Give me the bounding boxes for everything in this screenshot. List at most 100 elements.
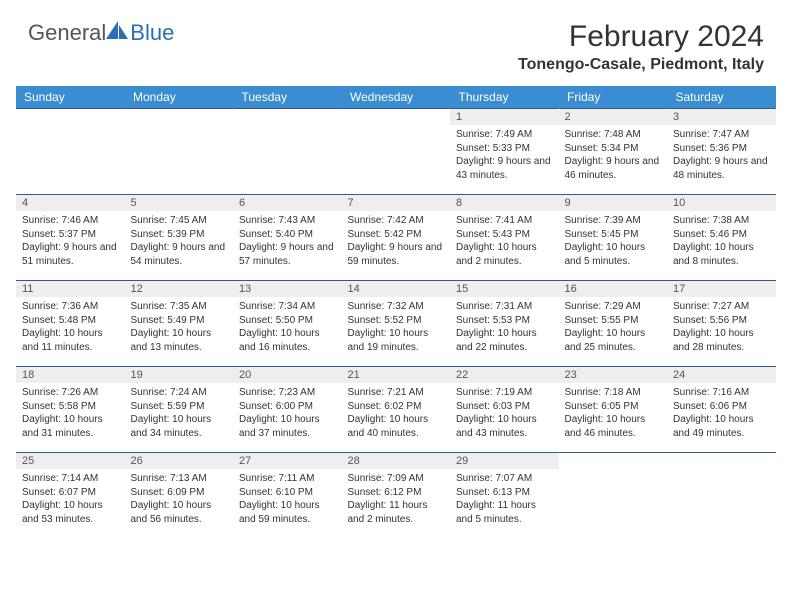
day-details: Sunrise: 7:45 AMSunset: 5:39 PMDaylight:…: [125, 211, 234, 270]
calendar-day-cell: 23Sunrise: 7:18 AMSunset: 6:05 PMDayligh…: [559, 367, 668, 453]
day-number: 6: [233, 195, 342, 211]
day-number: 2: [559, 109, 668, 125]
calendar-day-cell: [667, 453, 776, 539]
calendar-day-cell: [342, 109, 451, 195]
calendar-day-cell: 17Sunrise: 7:27 AMSunset: 5:56 PMDayligh…: [667, 281, 776, 367]
day-details: Sunrise: 7:46 AMSunset: 5:37 PMDaylight:…: [16, 211, 125, 270]
day-details: Sunrise: 7:39 AMSunset: 5:45 PMDaylight:…: [559, 211, 668, 270]
calendar-day-cell: [125, 109, 234, 195]
day-number: 25: [16, 453, 125, 469]
day-number: 20: [233, 367, 342, 383]
brand-part2: Blue: [130, 20, 174, 46]
day-details: Sunrise: 7:24 AMSunset: 5:59 PMDaylight:…: [125, 383, 234, 442]
day-details: Sunrise: 7:36 AMSunset: 5:48 PMDaylight:…: [16, 297, 125, 356]
day-number: 9: [559, 195, 668, 211]
calendar-day-cell: 3Sunrise: 7:47 AMSunset: 5:36 PMDaylight…: [667, 109, 776, 195]
day-number: 10: [667, 195, 776, 211]
page-title: February 2024: [518, 20, 764, 54]
day-number: 3: [667, 109, 776, 125]
calendar-day-cell: 12Sunrise: 7:35 AMSunset: 5:49 PMDayligh…: [125, 281, 234, 367]
calendar-day-cell: 5Sunrise: 7:45 AMSunset: 5:39 PMDaylight…: [125, 195, 234, 281]
day-number: 18: [16, 367, 125, 383]
day-number: 15: [450, 281, 559, 297]
day-number: 5: [125, 195, 234, 211]
weekday-header: Sunday: [16, 86, 125, 109]
calendar-day-cell: 25Sunrise: 7:14 AMSunset: 6:07 PMDayligh…: [16, 453, 125, 539]
day-number: 1: [450, 109, 559, 125]
day-details: Sunrise: 7:27 AMSunset: 5:56 PMDaylight:…: [667, 297, 776, 356]
day-number: 8: [450, 195, 559, 211]
calendar-day-cell: 19Sunrise: 7:24 AMSunset: 5:59 PMDayligh…: [125, 367, 234, 453]
calendar-day-cell: [233, 109, 342, 195]
calendar-day-cell: 13Sunrise: 7:34 AMSunset: 5:50 PMDayligh…: [233, 281, 342, 367]
day-number: 27: [233, 453, 342, 469]
day-details: Sunrise: 7:47 AMSunset: 5:36 PMDaylight:…: [667, 125, 776, 184]
calendar-day-cell: 27Sunrise: 7:11 AMSunset: 6:10 PMDayligh…: [233, 453, 342, 539]
day-details: Sunrise: 7:19 AMSunset: 6:03 PMDaylight:…: [450, 383, 559, 442]
empty-day: [667, 453, 776, 469]
calendar-day-cell: 11Sunrise: 7:36 AMSunset: 5:48 PMDayligh…: [16, 281, 125, 367]
day-number: 13: [233, 281, 342, 297]
day-details: Sunrise: 7:09 AMSunset: 6:12 PMDaylight:…: [342, 469, 451, 528]
day-details: Sunrise: 7:35 AMSunset: 5:49 PMDaylight:…: [125, 297, 234, 356]
calendar-week-row: 25Sunrise: 7:14 AMSunset: 6:07 PMDayligh…: [16, 453, 776, 539]
calendar-day-cell: 9Sunrise: 7:39 AMSunset: 5:45 PMDaylight…: [559, 195, 668, 281]
empty-day: [233, 109, 342, 125]
day-details: Sunrise: 7:07 AMSunset: 6:13 PMDaylight:…: [450, 469, 559, 528]
calendar-day-cell: 15Sunrise: 7:31 AMSunset: 5:53 PMDayligh…: [450, 281, 559, 367]
calendar-table: SundayMondayTuesdayWednesdayThursdayFrid…: [16, 86, 776, 539]
calendar-day-cell: 21Sunrise: 7:21 AMSunset: 6:02 PMDayligh…: [342, 367, 451, 453]
day-number: 17: [667, 281, 776, 297]
day-details: Sunrise: 7:49 AMSunset: 5:33 PMDaylight:…: [450, 125, 559, 184]
calendar-day-cell: 29Sunrise: 7:07 AMSunset: 6:13 PMDayligh…: [450, 453, 559, 539]
calendar-day-cell: 18Sunrise: 7:26 AMSunset: 5:58 PMDayligh…: [16, 367, 125, 453]
calendar-day-cell: 14Sunrise: 7:32 AMSunset: 5:52 PMDayligh…: [342, 281, 451, 367]
day-details: Sunrise: 7:14 AMSunset: 6:07 PMDaylight:…: [16, 469, 125, 528]
calendar-week-row: 1Sunrise: 7:49 AMSunset: 5:33 PMDaylight…: [16, 109, 776, 195]
day-details: Sunrise: 7:43 AMSunset: 5:40 PMDaylight:…: [233, 211, 342, 270]
day-details: Sunrise: 7:42 AMSunset: 5:42 PMDaylight:…: [342, 211, 451, 270]
calendar-day-cell: 22Sunrise: 7:19 AMSunset: 6:03 PMDayligh…: [450, 367, 559, 453]
weekday-header: Monday: [125, 86, 234, 109]
day-number: 7: [342, 195, 451, 211]
weekday-header: Friday: [559, 86, 668, 109]
calendar-day-cell: 1Sunrise: 7:49 AMSunset: 5:33 PMDaylight…: [450, 109, 559, 195]
day-details: Sunrise: 7:31 AMSunset: 5:53 PMDaylight:…: [450, 297, 559, 356]
day-details: Sunrise: 7:26 AMSunset: 5:58 PMDaylight:…: [16, 383, 125, 442]
calendar-day-cell: 10Sunrise: 7:38 AMSunset: 5:46 PMDayligh…: [667, 195, 776, 281]
weekday-header: Tuesday: [233, 86, 342, 109]
day-number: 21: [342, 367, 451, 383]
day-details: Sunrise: 7:32 AMSunset: 5:52 PMDaylight:…: [342, 297, 451, 356]
logo-sail-icon: [104, 19, 130, 41]
empty-day: [125, 109, 234, 125]
day-details: Sunrise: 7:34 AMSunset: 5:50 PMDaylight:…: [233, 297, 342, 356]
calendar-day-cell: [16, 109, 125, 195]
day-number: 23: [559, 367, 668, 383]
brand-logo: General Blue: [28, 20, 174, 46]
day-details: Sunrise: 7:11 AMSunset: 6:10 PMDaylight:…: [233, 469, 342, 528]
empty-day: [559, 453, 668, 469]
weekday-header: Saturday: [667, 86, 776, 109]
calendar-day-cell: 6Sunrise: 7:43 AMSunset: 5:40 PMDaylight…: [233, 195, 342, 281]
calendar-day-cell: 7Sunrise: 7:42 AMSunset: 5:42 PMDaylight…: [342, 195, 451, 281]
calendar-day-cell: 20Sunrise: 7:23 AMSunset: 6:00 PMDayligh…: [233, 367, 342, 453]
day-details: Sunrise: 7:13 AMSunset: 6:09 PMDaylight:…: [125, 469, 234, 528]
weekday-header: Thursday: [450, 86, 559, 109]
empty-day: [16, 109, 125, 125]
day-details: Sunrise: 7:21 AMSunset: 6:02 PMDaylight:…: [342, 383, 451, 442]
day-number: 29: [450, 453, 559, 469]
calendar-week-row: 11Sunrise: 7:36 AMSunset: 5:48 PMDayligh…: [16, 281, 776, 367]
calendar-day-cell: 28Sunrise: 7:09 AMSunset: 6:12 PMDayligh…: [342, 453, 451, 539]
calendar-day-cell: 4Sunrise: 7:46 AMSunset: 5:37 PMDaylight…: [16, 195, 125, 281]
day-number: 14: [342, 281, 451, 297]
calendar-day-cell: [559, 453, 668, 539]
calendar-day-cell: 26Sunrise: 7:13 AMSunset: 6:09 PMDayligh…: [125, 453, 234, 539]
day-number: 12: [125, 281, 234, 297]
day-details: Sunrise: 7:18 AMSunset: 6:05 PMDaylight:…: [559, 383, 668, 442]
day-details: Sunrise: 7:23 AMSunset: 6:00 PMDaylight:…: [233, 383, 342, 442]
day-details: Sunrise: 7:38 AMSunset: 5:46 PMDaylight:…: [667, 211, 776, 270]
day-number: 4: [16, 195, 125, 211]
day-number: 26: [125, 453, 234, 469]
calendar-week-row: 18Sunrise: 7:26 AMSunset: 5:58 PMDayligh…: [16, 367, 776, 453]
calendar-week-row: 4Sunrise: 7:46 AMSunset: 5:37 PMDaylight…: [16, 195, 776, 281]
